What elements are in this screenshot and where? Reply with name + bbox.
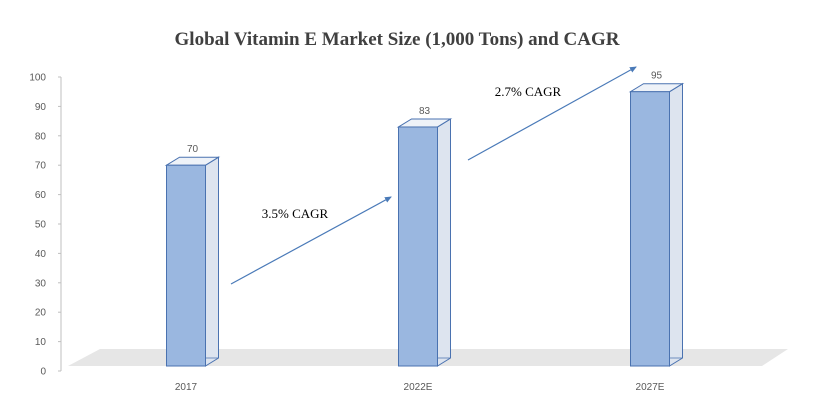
bar-side-face [669,82,683,367]
x-tick-label: 2027E [636,382,665,393]
cagr-arrow [230,196,392,285]
x-tick-label: 2017 [175,382,198,393]
cagr-label: 3.5% CAGR [262,206,329,221]
bar-front-face [398,126,438,367]
bar-2017: 70 2017 [164,144,221,393]
y-tick-label: 10 [35,337,47,348]
cagr-annotation: 2.7% CAGR [467,66,637,161]
data-label: 70 [187,144,199,155]
bar-side-face [205,156,219,367]
y-tick-label: 50 [35,220,47,231]
data-label: 83 [419,106,431,117]
chart-title: Global Vitamin E Market Size (1,000 Tons… [175,29,620,50]
y-tick-label: 30 [35,278,47,289]
cagr-annotation: 3.5% CAGR [230,196,392,285]
y-tick-label: 60 [35,190,47,201]
y-tick-label: 20 [35,308,47,319]
bar-side-face [437,118,451,367]
cagr-label: 2.7% CAGR [495,84,562,99]
y-tick-label: 0 [40,367,46,378]
bar-front-face [166,164,206,367]
bar-2022e: 83 2022E [396,106,453,393]
y-tick-label: 80 [35,131,47,142]
y-tick-label: 90 [35,102,47,113]
bar-2027e: 95 2027E [628,71,685,393]
y-tick-label: 70 [35,161,47,172]
x-tick-label: 2022E [404,382,433,393]
y-tick-label: 40 [35,249,47,260]
y-tick-label: 100 [29,73,46,84]
cagr-arrow [467,66,637,161]
data-label: 95 [651,71,663,82]
bar-front-face [630,91,670,367]
